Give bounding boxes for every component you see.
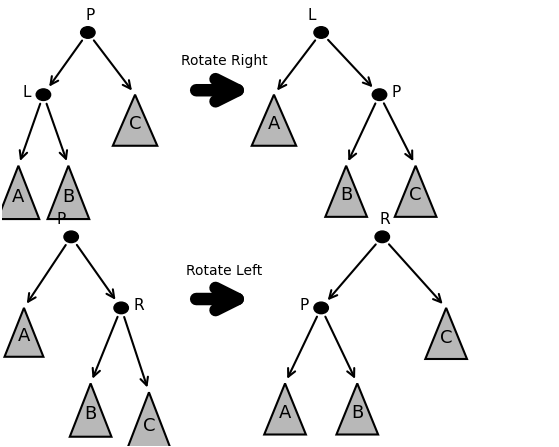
Text: R: R — [380, 212, 390, 228]
Text: B: B — [340, 186, 352, 204]
Text: C: C — [129, 115, 141, 133]
Text: R: R — [134, 298, 144, 313]
Text: C: C — [143, 417, 155, 435]
Polygon shape — [70, 384, 111, 437]
Polygon shape — [264, 384, 306, 434]
Text: C: C — [440, 329, 452, 346]
Circle shape — [375, 231, 390, 243]
Circle shape — [36, 89, 51, 101]
Polygon shape — [48, 166, 89, 219]
Polygon shape — [127, 392, 171, 447]
Text: L: L — [307, 8, 316, 23]
Text: Rotate Right: Rotate Right — [181, 54, 267, 68]
Text: C: C — [409, 186, 422, 204]
Text: A: A — [12, 188, 25, 206]
Circle shape — [80, 27, 95, 38]
Text: A: A — [279, 404, 291, 422]
Circle shape — [114, 302, 129, 314]
Text: A: A — [18, 327, 30, 345]
Polygon shape — [425, 308, 467, 359]
Text: B: B — [62, 188, 74, 206]
Polygon shape — [4, 308, 44, 357]
Polygon shape — [252, 95, 296, 146]
Text: Rotate Left: Rotate Left — [186, 264, 262, 278]
Circle shape — [314, 302, 328, 314]
Text: P: P — [86, 8, 95, 23]
Circle shape — [372, 89, 387, 101]
Text: P: P — [392, 85, 401, 100]
Circle shape — [64, 231, 78, 243]
Polygon shape — [395, 166, 437, 217]
Polygon shape — [0, 166, 39, 219]
Polygon shape — [337, 384, 378, 434]
Text: B: B — [351, 404, 363, 422]
Text: L: L — [23, 85, 31, 100]
Text: A: A — [268, 115, 280, 133]
Circle shape — [314, 27, 328, 38]
Text: B: B — [84, 405, 97, 423]
Text: P: P — [56, 212, 65, 228]
Polygon shape — [113, 95, 157, 146]
Text: P: P — [300, 298, 309, 313]
Polygon shape — [325, 166, 367, 217]
